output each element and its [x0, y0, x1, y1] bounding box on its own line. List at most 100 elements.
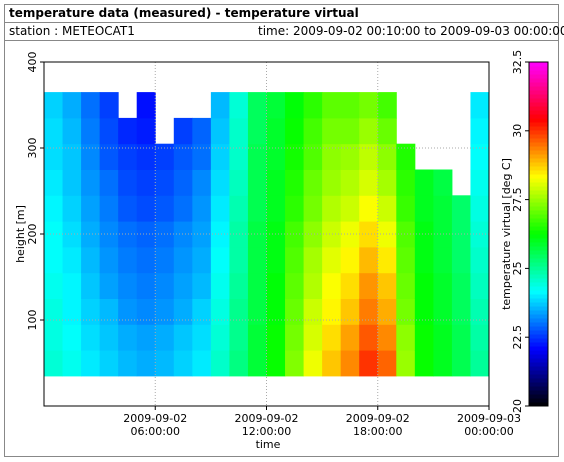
- colorbar-segment: [529, 122, 548, 127]
- heatmap-cell: [62, 272, 82, 299]
- heatmap-cell: [247, 350, 267, 377]
- heatmap-cell: [62, 246, 82, 274]
- colorbar-segment: [529, 266, 548, 271]
- colorbar-segment: [529, 282, 548, 287]
- heatmap-cell: [285, 195, 305, 222]
- colorbar-segment: [529, 226, 548, 231]
- colorbar-segment: [529, 126, 548, 131]
- heatmap-cell: [192, 272, 212, 299]
- heatmap-cell: [396, 195, 416, 222]
- colorbar-segment: [529, 78, 548, 83]
- heatmap-cell: [247, 298, 267, 325]
- heatmap-cell: [118, 298, 138, 325]
- colorbar-label: temperature virtual [deg C]: [500, 158, 513, 310]
- heatmap-cell: [247, 92, 267, 119]
- colorbar-segment: [529, 306, 548, 311]
- colorbar-segment: [529, 170, 548, 175]
- heatmap-cell: [210, 324, 230, 351]
- heatmap-cell: [322, 324, 342, 351]
- colorbar-segment: [529, 330, 548, 335]
- heatmap-cell: [62, 350, 82, 377]
- heatmap-cell: [44, 246, 64, 274]
- colorbar-segment: [529, 218, 548, 223]
- heatmap-cell: [192, 298, 212, 325]
- heatmap-cell: [99, 143, 119, 170]
- heatmap-cell: [396, 246, 416, 274]
- heatmap-cell: [359, 272, 379, 299]
- heatmap-cell: [322, 298, 342, 325]
- heatmap-cell: [81, 92, 101, 119]
- heatmap-cell: [229, 92, 249, 119]
- heatmap-cell: [303, 195, 323, 222]
- heatmap-cell: [340, 169, 360, 196]
- colorbar-segment: [529, 386, 548, 391]
- heatmap-cell: [155, 169, 175, 196]
- heatmap-cell: [173, 143, 193, 170]
- colorbar-segment: [529, 302, 548, 307]
- heatmap-cell: [81, 350, 101, 377]
- heatmap-cell: [155, 324, 175, 351]
- heatmap-cell: [173, 298, 193, 325]
- heatmap-cell: [377, 246, 397, 274]
- chart-title: temperature data (measured) - temperatur…: [9, 6, 359, 20]
- colorbar-segment: [529, 258, 548, 263]
- heatmap-cell: [99, 350, 119, 377]
- colorbar-segment: [529, 270, 548, 275]
- heatmap-cell: [340, 143, 360, 170]
- heatmap-cell: [470, 195, 490, 222]
- x-axis-label: time: [256, 438, 281, 451]
- heatmap-cell: [359, 143, 379, 170]
- heatmap-cell: [285, 246, 305, 274]
- heatmap-cell: [229, 221, 249, 248]
- colorbar-segment: [529, 82, 548, 87]
- heatmap-cell: [470, 117, 490, 145]
- heatmap-cell: [396, 324, 416, 351]
- heatmap-cell: [396, 143, 416, 170]
- heatmap-cell: [136, 272, 156, 299]
- heatmap-cell: [247, 324, 267, 351]
- heatmap-cell: [81, 195, 101, 222]
- heatmap-cell: [62, 143, 82, 170]
- colorbar-segment: [529, 146, 548, 151]
- heatmap-cell: [359, 324, 379, 351]
- heatmap-cell: [118, 169, 138, 196]
- heatmap-cell: [433, 272, 453, 299]
- heatmap-cell: [377, 169, 397, 196]
- heatmap-cell: [155, 272, 175, 299]
- heatmap-cell: [340, 272, 360, 299]
- heatmap-cell: [192, 350, 212, 377]
- heatmap-cell: [340, 246, 360, 274]
- heatmap-cell: [285, 117, 305, 145]
- heatmap-cell: [470, 298, 490, 325]
- heatmap-cell: [192, 169, 212, 196]
- colorbar-segment: [529, 334, 548, 339]
- heatmap-cell: [303, 324, 323, 351]
- heatmap-cell: [155, 350, 175, 377]
- heatmap-cell: [192, 195, 212, 222]
- heatmap-cell: [155, 143, 175, 170]
- heatmap-cell: [210, 246, 230, 274]
- colorbar-segment: [529, 298, 548, 303]
- colorbar-segment: [529, 354, 548, 359]
- heatmap-cell: [136, 117, 156, 145]
- heatmap-cell: [44, 143, 64, 170]
- heatmap-cell: [285, 324, 305, 351]
- heatmap-cell: [210, 169, 230, 196]
- heatmap-cell: [470, 272, 490, 299]
- heatmap-cell: [322, 169, 342, 196]
- colorbar-segment: [529, 370, 548, 375]
- colorbar-segment: [529, 314, 548, 319]
- colorbar-segment: [529, 90, 548, 95]
- colorbar-segment: [529, 290, 548, 295]
- heatmap-cell: [173, 117, 193, 145]
- heatmap-cell: [303, 272, 323, 299]
- colorbar-segment: [529, 162, 548, 167]
- heatmap-cell: [210, 143, 230, 170]
- colorbar-segment: [529, 398, 548, 403]
- colorbar-segment: [529, 62, 548, 67]
- heatmap-cell: [44, 92, 64, 119]
- colorbar-segment: [529, 138, 548, 143]
- heatmap-cell: [303, 117, 323, 145]
- heatmap-cell: [359, 298, 379, 325]
- heatmap-cell: [322, 246, 342, 274]
